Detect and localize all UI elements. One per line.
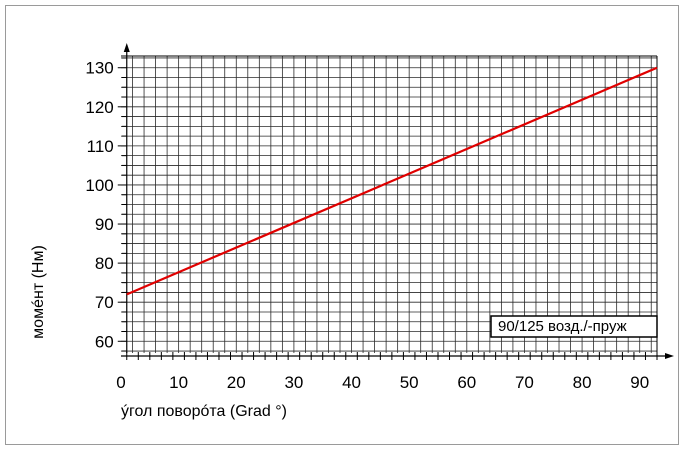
chart-grid — [121, 56, 657, 353]
x-tick-label: 70 — [515, 373, 534, 392]
x-axis-ticks: 0 10 20 30 40 50 60 70 80 90 — [116, 352, 657, 392]
x-axis-arrow — [665, 353, 674, 359]
x-tick-label: 90 — [630, 373, 649, 392]
y-tick-label: 120 — [85, 98, 113, 117]
series-layer — [127, 68, 657, 295]
y-tick-label: 110 — [87, 137, 114, 156]
x-tick-label: 10 — [169, 373, 188, 392]
x-tick-label: 20 — [227, 373, 246, 392]
series-line — [127, 68, 657, 295]
y-axis-arrow — [124, 43, 130, 52]
y-tick-label: 70 — [95, 293, 114, 312]
x-tick-label: 40 — [342, 373, 361, 392]
x-tick-label: 50 — [400, 373, 419, 392]
y-tick-label: 100 — [85, 176, 113, 195]
y-tick-label: 60 — [95, 332, 114, 351]
y-tick-label: 130 — [85, 59, 113, 78]
legend-label: 90/125 возд./-пруж — [498, 318, 627, 335]
x-tick-label: 60 — [457, 373, 476, 392]
x-tick-label: 80 — [573, 373, 592, 392]
y-axis-title: момéнт (Нм) — [30, 245, 47, 339]
x-tick-label: 0 — [116, 373, 125, 392]
y-tick-label: 90 — [95, 215, 114, 234]
legend: 90/125 возд./-пруж — [491, 316, 657, 337]
x-axis-title: ýгол поворóта (Grad °) — [121, 403, 287, 420]
x-tick-label: 30 — [284, 373, 303, 392]
y-tick-label: 80 — [95, 254, 114, 273]
y-axis-ticks: 60 70 80 90 100 110 120 130 — [85, 58, 126, 351]
